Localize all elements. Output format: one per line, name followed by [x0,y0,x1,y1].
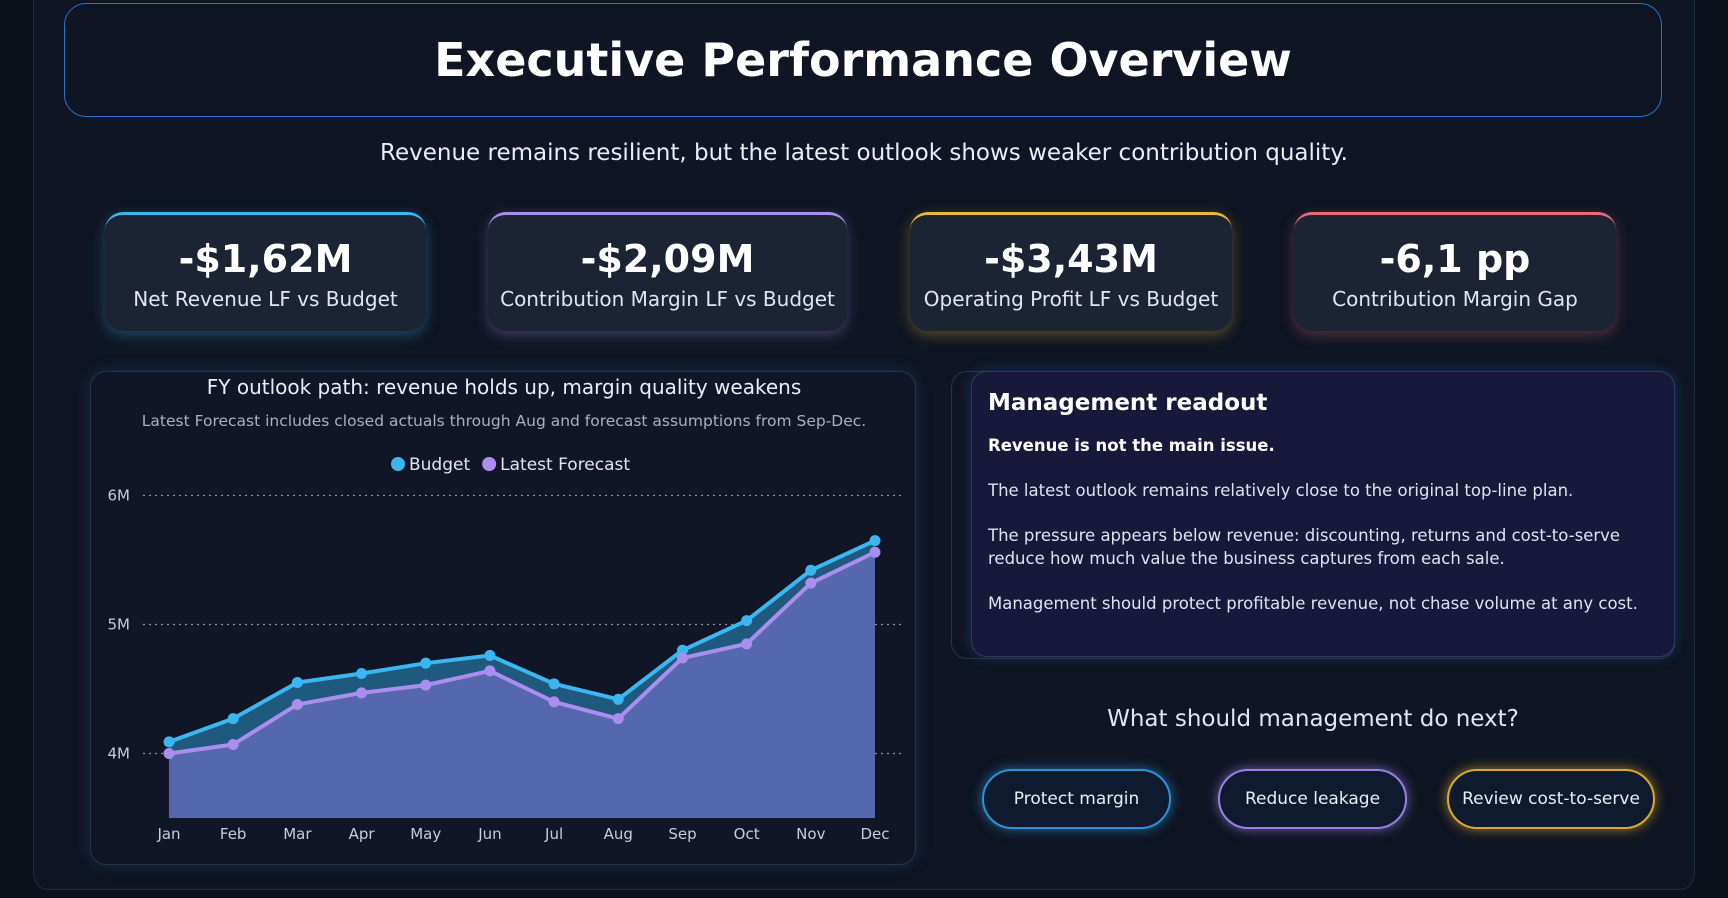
kpi-label: Net Revenue LF vs Budget [133,287,398,311]
x-tick-label: Aug [604,825,633,843]
data-point [163,747,175,759]
data-point [869,535,881,547]
legend-swatch [482,457,497,471]
chart-title: FY outlook path: revenue holds up, margi… [207,375,802,399]
action-button[interactable]: Protect margin [982,769,1171,829]
data-point [227,738,239,750]
data-point [291,698,303,710]
kpi-value: -$3,43M [984,237,1158,281]
x-tick-label: Jul [544,825,563,843]
legend-label: Latest Forecast [500,455,630,475]
kpi-card: -$3,43M Operating Profit LF vs Budget [910,212,1232,331]
x-tick-label: Apr [349,825,376,843]
data-point [291,677,303,689]
series-line [168,538,876,744]
kpi-card: -$1,62M Net Revenue LF vs Budget [105,212,426,331]
chart-subtitle: Latest Forecast includes closed actuals … [142,412,866,430]
readout-paragraph: The latest outlook remains relatively cl… [988,481,1574,500]
page-subtitle: Revenue remains resilient, but the lates… [380,140,1348,166]
legend-label: Budget [409,455,470,475]
series-area [169,552,875,818]
data-point [548,696,560,708]
data-point [356,687,368,699]
readout-title: Management readout [988,390,1268,416]
data-point [420,657,432,669]
data-point [805,577,817,589]
series-line [168,550,876,756]
kpi-label: Contribution Margin Gap [1332,287,1578,311]
readout-body: The latest outlook remains relatively cl… [988,479,1658,615]
data-point [612,693,624,705]
x-tick-label: Jun [477,825,501,843]
action-button[interactable]: Reduce leakage [1218,769,1407,829]
action-button[interactable]: Review cost-to-serve [1447,769,1655,829]
kpi-card: -$2,09M Contribution Margin LF vs Budget [488,212,847,331]
kpi-value: -$2,09M [580,237,755,281]
readout-paragraph: Management should protect profitable rev… [988,594,1638,613]
y-tick-label: 5M [108,615,131,633]
data-point [869,546,881,558]
kpi-value: -$1,62M [178,237,353,281]
x-tick-label: Sep [668,825,696,843]
kpi-label: Operating Profit LF vs Budget [923,287,1219,311]
kpi-value: -6,1 pp [1379,237,1531,281]
x-tick-label: Dec [860,825,889,843]
data-point [805,564,817,576]
legend-swatch [391,457,405,471]
x-tick-label: Jan [156,825,180,843]
readout-lead: Revenue is not the main issue. [988,436,1275,455]
page-title: Executive Performance Overview [64,3,1662,117]
readout-paragraph: The pressure appears below revenue: disc… [988,526,1621,568]
data-point [676,652,688,664]
kpi-card: -6,1 pp Contribution Margin Gap [1294,212,1616,331]
x-tick-label: Mar [283,825,312,843]
data-point [227,713,239,725]
x-tick-label: Oct [734,825,760,843]
y-tick-label: 4M [108,744,131,762]
readout-panel: Management readout Revenue is not the ma… [971,371,1675,657]
data-point [356,667,368,679]
data-point [612,713,624,725]
x-tick-label: May [410,825,441,843]
data-point [548,678,560,690]
data-point [484,665,496,677]
actions-title: What should management do next? [1107,706,1519,732]
y-tick-label: 6M [108,486,131,504]
data-point [741,615,753,627]
data-point [484,649,496,661]
kpi-label: Contribution Margin LF vs Budget [500,287,835,311]
x-tick-label: Nov [796,825,825,843]
data-point [741,638,753,650]
data-point [420,679,432,691]
data-point [163,736,175,748]
x-tick-label: Feb [220,825,247,843]
data-point [676,644,688,656]
